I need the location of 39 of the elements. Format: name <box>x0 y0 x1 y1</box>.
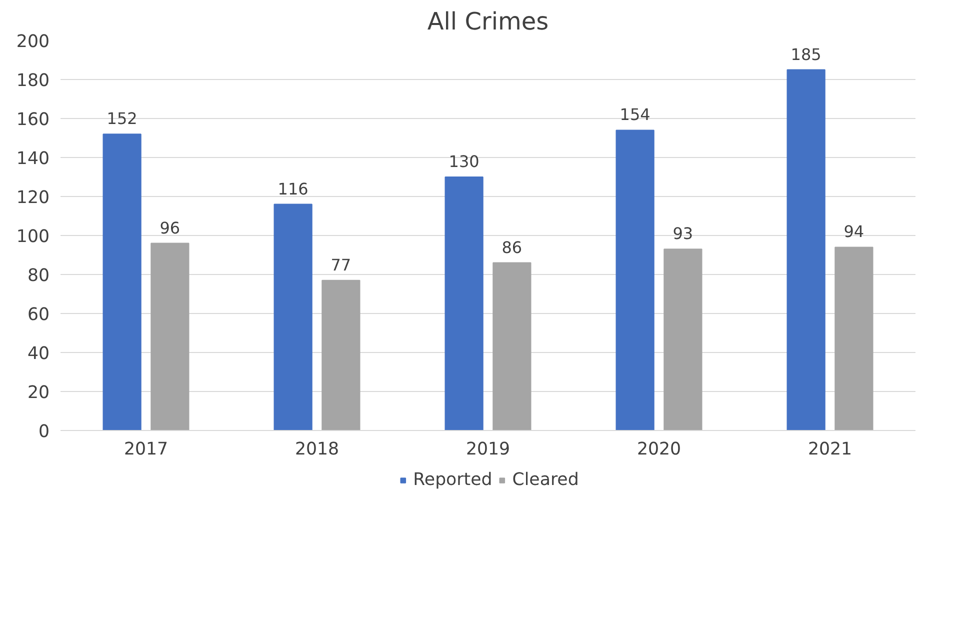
y-tick-label: 40 <box>27 344 50 364</box>
bar <box>616 130 654 430</box>
y-tick-label: 120 <box>16 188 50 208</box>
y-tick-label: 140 <box>16 149 50 169</box>
data-label: 86 <box>502 238 522 257</box>
x-tick-label: 2020 <box>636 440 682 460</box>
y-tick-label: 180 <box>16 71 50 91</box>
bar <box>322 280 360 430</box>
bar <box>102 134 142 430</box>
y-tick-label: 60 <box>27 305 50 325</box>
data-label: 185 <box>790 44 822 64</box>
x-tick-label: 2019 <box>466 440 510 460</box>
data-label: 93 <box>672 224 694 244</box>
data-label: 130 <box>448 152 480 171</box>
legend-label: Cleared <box>512 470 579 490</box>
data-label: 152 <box>106 109 138 128</box>
data-label: 116 <box>278 179 308 198</box>
y-tick-label: 0 <box>38 422 50 442</box>
bar <box>492 262 532 430</box>
legend-label: Reported <box>413 470 492 490</box>
y-tick-label: 200 <box>16 32 50 52</box>
bar <box>786 69 826 430</box>
x-tick-label: 2018 <box>294 440 340 460</box>
x-tick-label: 2017 <box>124 440 168 460</box>
y-tick-label: 80 <box>27 266 50 286</box>
chart-title: All Crimes <box>427 8 549 36</box>
y-tick-label: 160 <box>16 110 50 130</box>
data-label: 154 <box>620 105 650 124</box>
bar <box>150 242 190 430</box>
bar <box>444 176 484 430</box>
data-label: 96 <box>160 218 180 238</box>
x-tick-label: 2021 <box>808 440 852 460</box>
y-tick-label: 100 <box>16 227 50 247</box>
bar <box>274 204 312 430</box>
data-label: 94 <box>844 222 864 242</box>
data-label: 77 <box>330 255 352 274</box>
bar <box>664 248 702 430</box>
y-tick-label: 20 <box>27 383 50 403</box>
bar <box>834 246 874 430</box>
